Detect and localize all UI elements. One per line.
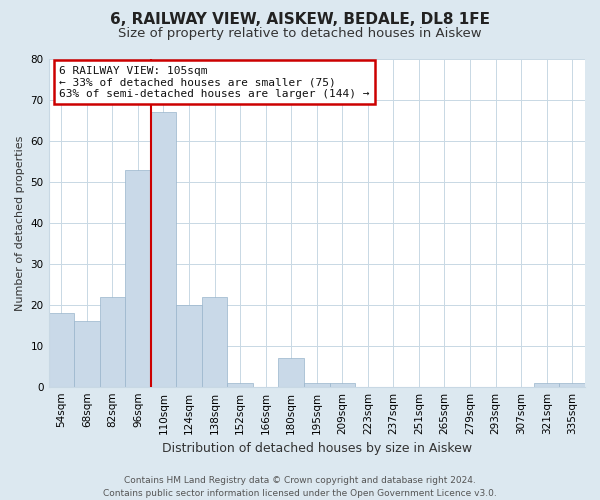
Bar xyxy=(304,382,329,386)
Bar xyxy=(176,305,202,386)
Text: Contains HM Land Registry data © Crown copyright and database right 2024.
Contai: Contains HM Land Registry data © Crown c… xyxy=(103,476,497,498)
Bar xyxy=(151,112,176,386)
Bar xyxy=(329,382,355,386)
Bar xyxy=(202,296,227,386)
Bar xyxy=(534,382,559,386)
Bar xyxy=(227,382,253,386)
Text: Size of property relative to detached houses in Aiskew: Size of property relative to detached ho… xyxy=(118,28,482,40)
Y-axis label: Number of detached properties: Number of detached properties xyxy=(15,135,25,310)
Bar xyxy=(49,313,74,386)
Bar xyxy=(74,321,100,386)
Bar xyxy=(559,382,585,386)
X-axis label: Distribution of detached houses by size in Aiskew: Distribution of detached houses by size … xyxy=(162,442,472,455)
Bar xyxy=(278,358,304,386)
Bar xyxy=(100,296,125,386)
Text: 6 RAILWAY VIEW: 105sqm
← 33% of detached houses are smaller (75)
63% of semi-det: 6 RAILWAY VIEW: 105sqm ← 33% of detached… xyxy=(59,66,370,99)
Bar xyxy=(125,170,151,386)
Text: 6, RAILWAY VIEW, AISKEW, BEDALE, DL8 1FE: 6, RAILWAY VIEW, AISKEW, BEDALE, DL8 1FE xyxy=(110,12,490,28)
